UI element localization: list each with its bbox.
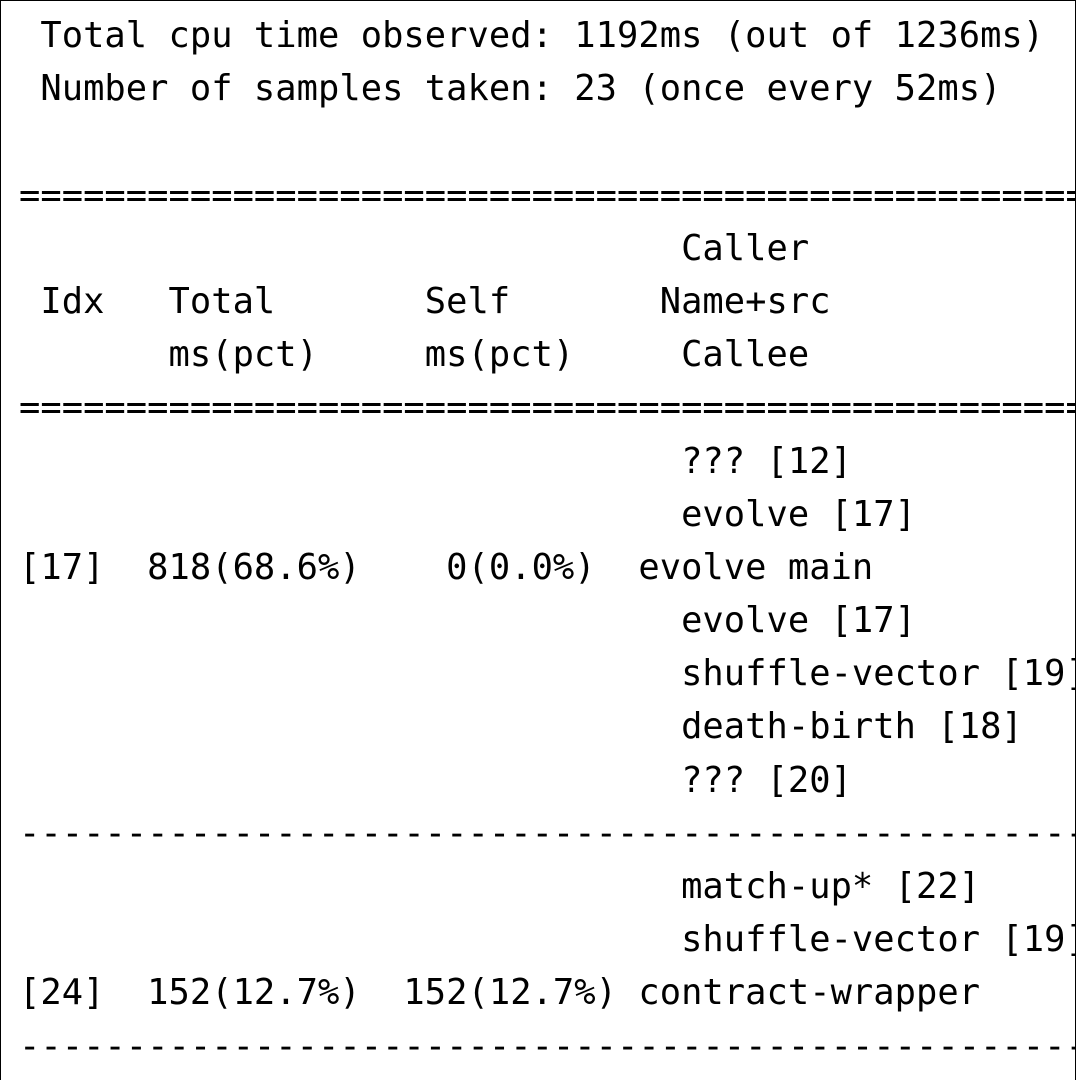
total-cpu-time-line: Total cpu time observed: 1192ms (out of … xyxy=(19,15,1045,56)
header-top-rule: ========================================… xyxy=(19,174,1076,216)
entry-17-callee: evolve [17] xyxy=(19,600,916,642)
entry-24-caller: match-up* [22] xyxy=(19,866,981,907)
entry-separator-rule: ----------------------------------------… xyxy=(19,812,1076,854)
entry-24-main-row: [24] 152(12.7%) 152(12.7%) contract-wrap… xyxy=(19,972,981,1014)
entry-17-main-row: [17] 818(68.6%) 0(0.0%) evolve main xyxy=(19,546,874,588)
entry-17-callee: ??? [20] xyxy=(19,759,852,801)
header-bottom-rule: ========================================… xyxy=(19,387,1076,429)
entry-17-caller: evolve [17] xyxy=(19,493,916,535)
header-name-line: Idx Total Self Name+src xyxy=(19,280,831,322)
entry-17-caller: ??? [12] xyxy=(19,440,852,482)
entry-24-caller: shuffle-vector [19] xyxy=(19,919,1076,961)
entry-separator-rule: ----------------------------------------… xyxy=(19,1025,1076,1067)
samples-taken-line: Number of samples taken: 23 (once every … xyxy=(19,68,1002,110)
header-callee-line: ms(pct) ms(pct) Callee xyxy=(19,334,810,376)
entry-17-callee: death-birth [18] xyxy=(19,706,1023,748)
entry-17-callee: shuffle-vector [19] xyxy=(19,653,1076,695)
blank-line xyxy=(19,115,1075,168)
header-caller-line: Caller xyxy=(19,227,810,269)
profiler-report: Total cpu time observed: 1192ms (out of … xyxy=(19,9,1076,1073)
